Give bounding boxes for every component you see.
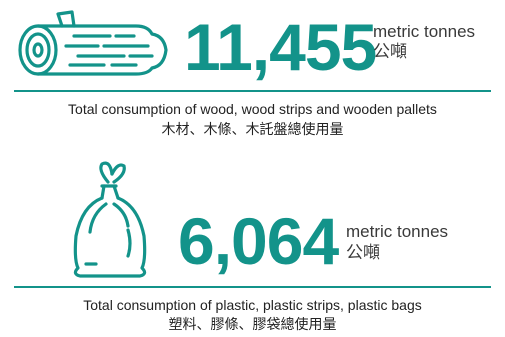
plastic-stat-section: 6,064 metric tonnes 公噸 Total consumption… bbox=[0, 150, 505, 337]
plastic-unit-zh: 公噸 bbox=[346, 243, 380, 262]
log-icon bbox=[18, 10, 168, 76]
plastic-unit-en: metric tonnes bbox=[346, 222, 449, 241]
wood-caption-en: Total consumption of wood, wood strips a… bbox=[68, 101, 437, 117]
plastic-value: 6,064 bbox=[178, 204, 339, 278]
wood-caption-zh: 木材、木條、木託盤總使用量 bbox=[161, 121, 344, 137]
wood-stat-section: 11,455 metric tonnes 公噸 Total consumptio… bbox=[0, 0, 505, 150]
plastic-bag-icon bbox=[73, 161, 147, 278]
plastic-caption-zh: 塑料、膠條、膠袋總使用量 bbox=[168, 316, 337, 332]
wood-unit-en: metric tonnes bbox=[373, 22, 476, 41]
plastic-divider bbox=[14, 286, 491, 288]
wood-divider bbox=[14, 90, 491, 92]
plastic-caption-en: Total consumption of plastic, plastic st… bbox=[83, 297, 422, 313]
wood-unit-zh: 公噸 bbox=[373, 42, 407, 61]
wood-value: 11,455 bbox=[184, 10, 377, 84]
